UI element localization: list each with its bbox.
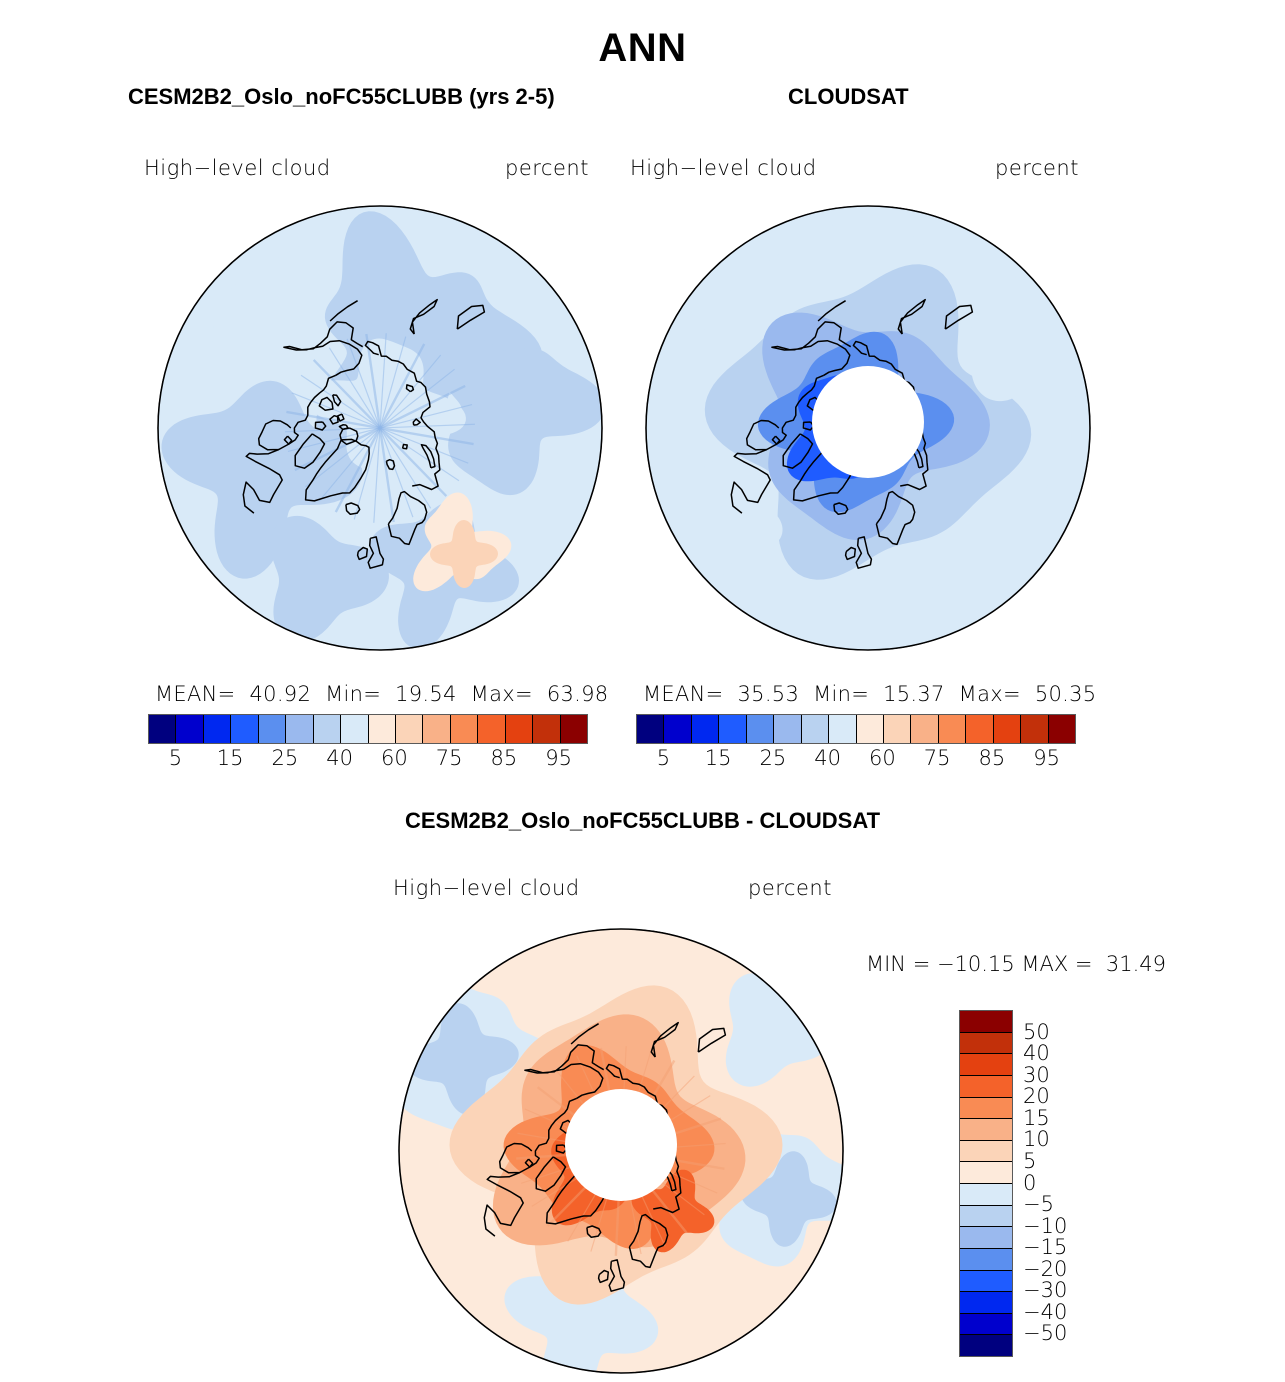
colorbar-cell xyxy=(883,715,912,743)
colorbar-tick-label: 60 xyxy=(381,746,408,770)
colorbar-cell xyxy=(1048,715,1075,743)
colorbar-cell xyxy=(149,715,177,743)
colorbar-tick-label: 40 xyxy=(326,746,353,770)
colorbar-cell xyxy=(1021,715,1049,743)
colorbar-tick-label: 20 xyxy=(1023,1084,1050,1109)
colorbar-tick-label: −20 xyxy=(1023,1256,1068,1281)
colorbar-cell xyxy=(911,715,939,743)
colorbar-tick-label: 5 xyxy=(656,746,671,770)
colorbar-tick-label: 25 xyxy=(759,746,787,770)
colorbar-cell xyxy=(231,715,259,743)
colorbar-tick-label: 95 xyxy=(1033,746,1060,770)
colorbar-cell xyxy=(960,1054,1012,1076)
colorbar-cell xyxy=(533,715,561,743)
colorbar-cell xyxy=(664,715,692,743)
right-panel-stats: MEAN= 35.53 Min= 15.37 Max= 50.35 xyxy=(643,682,1097,706)
colorbar-cell xyxy=(960,1119,1012,1141)
colorbar-tick-label: 40 xyxy=(1023,1041,1050,1066)
colorbar-cell xyxy=(960,1292,1012,1314)
colorbar-tick-label: 15 xyxy=(704,746,732,770)
colorbar-cell xyxy=(960,1011,1012,1033)
colorbar-cell xyxy=(691,715,720,743)
colorbar-cell xyxy=(258,715,287,743)
colorbar-tick-label: 5 xyxy=(168,746,183,770)
colorbar-cell xyxy=(560,715,587,743)
left-panel-colorbar xyxy=(148,714,588,744)
colorbar-cell xyxy=(960,1205,1012,1228)
colorbar-cell xyxy=(960,1032,1012,1055)
colorbar-tick-label: 0 xyxy=(1023,1170,1037,1195)
colorbar-cell xyxy=(719,715,747,743)
colorbar-cell xyxy=(960,1097,1012,1120)
colorbar-tick-label: 40 xyxy=(814,746,841,770)
page-title: ANN xyxy=(598,26,687,70)
colorbar-cell xyxy=(478,715,506,743)
diff-panel-variable-label: High−level cloud xyxy=(393,876,580,900)
colorbar-cell xyxy=(368,715,396,743)
colorbar-cell xyxy=(856,715,884,743)
colorbar-tick-label: 25 xyxy=(271,746,299,770)
colorbar-cell xyxy=(505,715,534,743)
colorbar-cell xyxy=(960,1140,1012,1163)
diff-panel-map xyxy=(398,928,844,1374)
right-panel-variable-label: High−level cloud xyxy=(630,156,817,180)
colorbar-tick-label: 15 xyxy=(216,746,244,770)
colorbar-cell xyxy=(774,715,802,743)
left-panel-variable-label: High−level cloud xyxy=(144,156,331,180)
colorbar-cell xyxy=(993,715,1022,743)
colorbar-tick-label: −40 xyxy=(1023,1299,1068,1324)
colorbar-tick-label: −30 xyxy=(1023,1278,1068,1303)
colorbar-cell xyxy=(176,715,204,743)
colorbar-tick-label: 85 xyxy=(978,746,1006,770)
colorbar-cell xyxy=(960,1075,1012,1098)
diff-panel-units-label: percent xyxy=(748,876,832,900)
colorbar-cell xyxy=(395,715,424,743)
colorbar-tick-label: −50 xyxy=(1023,1321,1068,1346)
left-panel-units-label: percent xyxy=(505,156,589,180)
colorbar-cell xyxy=(203,715,232,743)
colorbar-tick-label: 75 xyxy=(435,746,463,770)
colorbar-tick-label: 95 xyxy=(545,746,572,770)
colorbar-tick-label: −15 xyxy=(1023,1235,1068,1260)
colorbar-cell xyxy=(746,715,775,743)
colorbar-tick-label: 60 xyxy=(869,746,896,770)
colorbar-cell xyxy=(960,1184,1012,1206)
colorbar-cell xyxy=(829,715,857,743)
left-panel-map xyxy=(157,205,603,651)
colorbar-tick-label: 30 xyxy=(1023,1062,1050,1087)
colorbar-cell xyxy=(966,715,994,743)
colorbar-cell xyxy=(313,715,342,743)
colorbar-cell xyxy=(286,715,314,743)
left-panel-title: CESM2B2_Oslo_noFC55CLUBB (yrs 2-5) xyxy=(128,84,555,109)
colorbar-cell xyxy=(960,1335,1012,1356)
diff-panel-colorbar xyxy=(959,1010,1013,1357)
colorbar-tick-label: 50 xyxy=(1023,1019,1050,1044)
diff-panel-title: CESM2B2_Oslo_noFC55CLUBB - CLOUDSAT xyxy=(404,808,881,833)
colorbar-tick-label: 15 xyxy=(1023,1105,1050,1130)
right-panel-colorbar xyxy=(636,714,1076,744)
colorbar-tick-label: −5 xyxy=(1023,1192,1054,1217)
colorbar-cell xyxy=(341,715,369,743)
diff-panel-minmax: MIN = −10.15 MAX = 31.49 xyxy=(866,952,1166,976)
colorbar-cell xyxy=(960,1162,1012,1184)
colorbar-cell xyxy=(801,715,830,743)
colorbar-tick-label: 10 xyxy=(1023,1127,1050,1152)
colorbar-cell xyxy=(637,715,665,743)
right-panel-map xyxy=(645,205,1091,651)
left-panel-stats: MEAN= 40.92 Min= 19.54 Max= 63.98 xyxy=(155,682,609,706)
colorbar-cell xyxy=(423,715,451,743)
right-panel-title: CLOUDSAT xyxy=(788,84,909,109)
right-panel-units-label: percent xyxy=(995,156,1079,180)
colorbar-cell xyxy=(938,715,967,743)
colorbar-cell xyxy=(960,1270,1012,1293)
colorbar-tick-label: −10 xyxy=(1023,1213,1068,1238)
colorbar-tick-label: 75 xyxy=(923,746,951,770)
colorbar-cell xyxy=(450,715,479,743)
colorbar-cell xyxy=(960,1313,1012,1336)
colorbar-tick-label: 5 xyxy=(1023,1148,1037,1173)
colorbar-cell xyxy=(960,1248,1012,1271)
colorbar-tick-label: 85 xyxy=(490,746,518,770)
colorbar-cell xyxy=(960,1227,1012,1249)
